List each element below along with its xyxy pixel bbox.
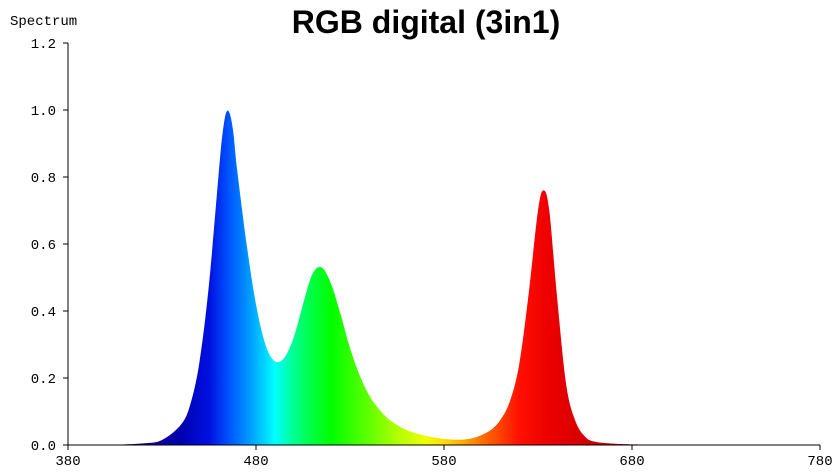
x-tick-label: 480	[243, 454, 268, 470]
plot-area	[68, 110, 820, 445]
axes: 0.0 0.2 0.4 0.6 0.8 1.0 1.2 380 480 580 680 780	[31, 37, 833, 470]
x-tick-label: 580	[431, 454, 456, 470]
spectrum-area	[68, 110, 820, 445]
y-tick-label: 0.8	[31, 171, 56, 187]
y-tick-label: 1.2	[31, 37, 56, 53]
y-tick-label: 0.2	[31, 372, 56, 388]
y-tick-label: 0.0	[31, 439, 56, 455]
y-tick-label: 0.6	[31, 238, 56, 254]
x-tick-label: 380	[55, 454, 80, 470]
y-axis-label: Spectrum	[10, 14, 78, 30]
y-tick-label: 0.4	[31, 305, 56, 321]
x-tick-label: 780	[807, 454, 832, 470]
y-tick-label: 1.0	[31, 104, 56, 120]
chart-title: RGB digital (3in1)	[291, 4, 561, 40]
x-tick-label: 680	[619, 454, 644, 470]
